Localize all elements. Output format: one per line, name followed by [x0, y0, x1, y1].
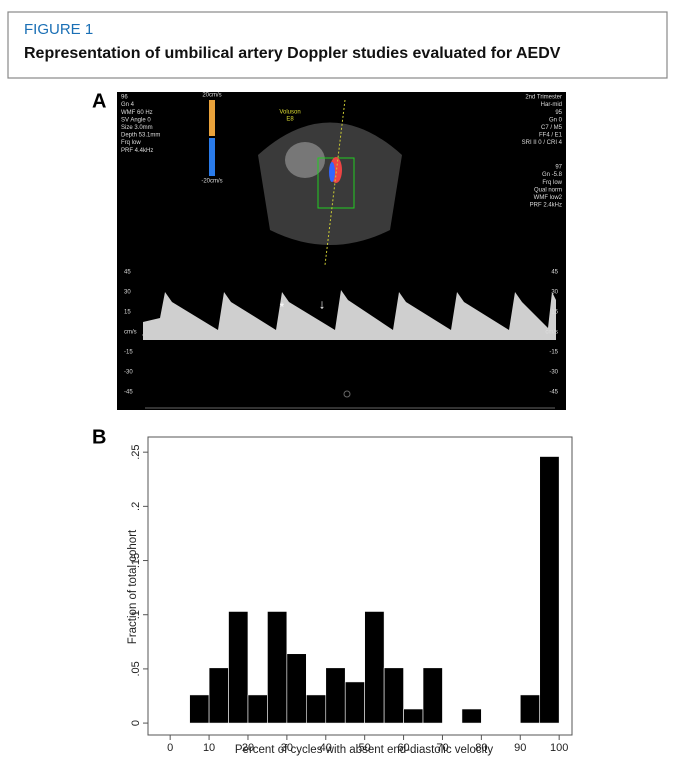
zoom-icon [343, 390, 351, 398]
overlay-text: Har-mid [541, 102, 562, 108]
overlay-text: E8 [286, 117, 294, 123]
marker: * [280, 300, 285, 314]
y-axis-title: Fraction of total cohort [127, 529, 139, 644]
y-tick-label: .2 [130, 502, 142, 511]
overlay-text: 2nd Trimester [525, 95, 562, 101]
x-tick-label: 100 [550, 742, 568, 754]
y-tick-label: .1 [130, 610, 142, 619]
x-tick-label: 0 [167, 742, 173, 754]
overlay-text: Frq low [121, 140, 141, 146]
overlay-text: Voluson [279, 110, 300, 116]
overlay-text: 45 [124, 270, 131, 276]
x-tick-label: 20 [242, 742, 254, 754]
x-tick-label: 80 [475, 742, 487, 754]
overlay-text: PRF 4.4kHz [121, 148, 153, 154]
panel-label: B [92, 426, 106, 448]
overlay-text: 15 [124, 310, 131, 316]
overlay-text: Frq low [542, 180, 562, 186]
overlay-text: SRI II 0 / CRI 4 [522, 140, 563, 146]
bar [422, 667, 443, 724]
overlay-text: PRF 2.4kHz [530, 203, 562, 209]
x-tick-label: 10 [203, 742, 215, 754]
x-tick-label: 90 [514, 742, 526, 754]
color-bar [209, 138, 215, 176]
figure-number: FIGURE 1 [24, 21, 93, 38]
bar [247, 694, 268, 724]
overlay-text: cm/s [545, 330, 558, 336]
overlay-text: 96 [121, 95, 128, 101]
overlay-text: Size 3.0mm [121, 125, 153, 131]
x-tick-label: 50 [359, 742, 371, 754]
overlay-text: 95 [555, 110, 562, 116]
bar [383, 667, 404, 724]
bar [286, 653, 307, 724]
overlay-text: SV Angle 0 [121, 117, 151, 123]
overlay-text: Qual norm [534, 187, 562, 193]
overlay-text: -20cm/s [201, 179, 222, 185]
x-tick-label: 40 [320, 742, 332, 754]
color-flow [329, 162, 335, 182]
ultrasound-image [117, 92, 566, 410]
overlay-text: FF4 / E1 [539, 133, 563, 139]
y-tick-label: 0 [130, 720, 142, 726]
overlay-text: Depth 53.1mm [121, 133, 160, 139]
doppler-waveform [143, 290, 556, 340]
x-tick-label: 60 [397, 742, 409, 754]
overlay-text: -30 [549, 370, 558, 376]
overlay-text: WMF low2 [534, 195, 563, 201]
bar [539, 456, 560, 724]
bar [403, 708, 424, 724]
bar [344, 681, 365, 724]
bar [208, 667, 229, 724]
overlay-text: Gn -5.8 [542, 172, 563, 178]
y-tick-label: .05 [130, 661, 142, 676]
overlay-text: -45 [549, 390, 558, 396]
bar [325, 667, 346, 724]
overlay-text: 97 [555, 165, 562, 171]
overlay-text: 30 [551, 290, 558, 296]
plot-frame [147, 436, 573, 736]
bar [306, 694, 327, 724]
overlay-text: -15 [124, 350, 133, 356]
x-tick-label: 70 [436, 742, 448, 754]
marker: ↓ [319, 296, 326, 311]
overlay-text: 20cm/s [202, 93, 221, 99]
x-tick-label: 30 [281, 742, 293, 754]
x-axis-title: Percent of cycles with absent end-diasto… [235, 744, 493, 756]
figure-title: Representation of umbilical artery Doppl… [24, 45, 561, 62]
overlay-text: cm/s [124, 330, 137, 336]
overlay-text: -45 [124, 390, 133, 396]
bar [267, 611, 288, 724]
scan-fan [258, 122, 402, 245]
overlay-text: 45 [551, 270, 558, 276]
bar [228, 611, 249, 724]
panel-label: A [92, 90, 106, 112]
bar [461, 708, 482, 724]
bar [189, 694, 210, 724]
color-bar [209, 100, 215, 136]
overlay-text: Gn 0 [549, 117, 563, 123]
bar [519, 694, 541, 724]
overlay-text: WMF 60 Hz [121, 110, 153, 116]
overlay-text: 15 [551, 310, 558, 316]
header-box [7, 11, 668, 79]
bar [364, 611, 385, 724]
overlay-text: Gn 4 [121, 102, 135, 108]
y-tick-label: .25 [130, 445, 142, 460]
fetal-head [285, 142, 325, 178]
overlay-text: 30 [124, 290, 131, 296]
overlay-text: C7 / M5 [541, 125, 563, 131]
overlay-text: -15 [549, 350, 558, 356]
y-tick-label: .15 [130, 553, 142, 568]
overlay-text: -30 [124, 370, 133, 376]
